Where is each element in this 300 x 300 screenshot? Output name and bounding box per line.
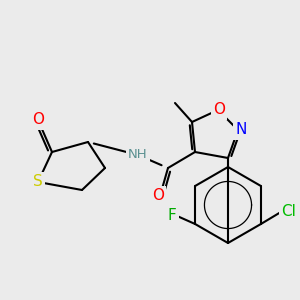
Text: N: N — [235, 122, 247, 137]
Text: S: S — [33, 175, 43, 190]
Text: NH: NH — [128, 148, 148, 161]
Text: Cl: Cl — [281, 205, 296, 220]
Text: O: O — [32, 112, 44, 128]
Text: O: O — [213, 103, 225, 118]
Text: O: O — [152, 188, 164, 203]
Text: F: F — [168, 208, 176, 224]
